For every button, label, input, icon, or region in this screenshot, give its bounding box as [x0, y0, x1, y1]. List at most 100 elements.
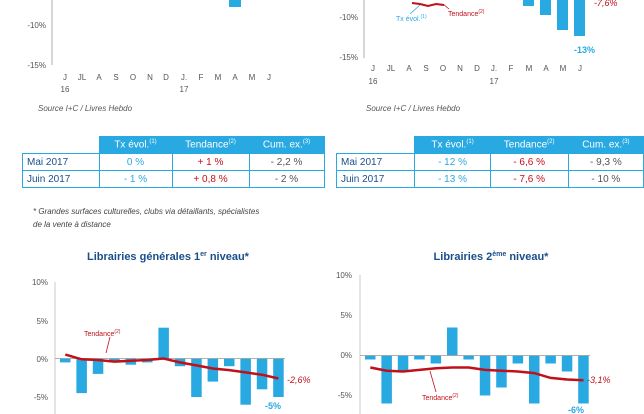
top-right-trend-line [411, 2, 445, 8]
bottom-left-chart-title: Librairies générales 1er niveau* [87, 251, 250, 263]
chart-bar [397, 355, 409, 372]
top-right-month-7: D [474, 64, 480, 73]
table-header-tx: Tx évol.(1) [98, 136, 173, 154]
top-right-legend-leader-red [442, 3, 450, 10]
cell-tx: - 1 % [98, 170, 173, 188]
bottom-right-chart: Librairies 2ème niveau* 10% 5% 0% -5% Te… [336, 251, 611, 414]
chart-bar [207, 358, 219, 382]
bottom-left-legend-tendance: Tendance(2) [84, 329, 121, 338]
top-right-month-5: O [440, 64, 446, 73]
table-header-cum: Cum. ex.(3) [248, 136, 325, 154]
table-row: Mai 2017 - 12 % - 6,6 % - 9,3 % [335, 153, 644, 171]
chart-bar [447, 327, 458, 356]
top-right-bar-1 [523, 0, 534, 6]
top-right-month-8: J. [491, 64, 497, 73]
top-left-month-2: JL [78, 73, 87, 82]
top-right-month-11: A [543, 64, 549, 73]
bottom-right-ytick-4: -5% [338, 391, 352, 400]
chart-bar [191, 358, 202, 397]
table-header-tendance: Tendance(2) [171, 136, 250, 154]
chart-bar [463, 355, 474, 360]
cell-cum: - 9,3 % [567, 153, 644, 171]
table-corner [23, 137, 100, 154]
chart-bar [365, 355, 376, 360]
bottom-right-trend-line [370, 366, 584, 382]
top-right-month-6: N [457, 64, 463, 73]
bottom-right-legend-leader [429, 370, 437, 393]
top-right-month-2: JL [387, 64, 396, 73]
chart-bar [529, 355, 540, 404]
top-right-legend-tx: Tx évol.(1) [396, 14, 427, 23]
chart-bar [158, 327, 169, 359]
top-left-bar [229, 0, 241, 7]
top-left-month-6: N [147, 73, 153, 82]
top-left-month-9: F [199, 73, 204, 82]
top-left-month-4: S [113, 73, 118, 82]
bottom-left-ytick-3: 0% [36, 355, 48, 364]
bottom-left-ytick-1: 10% [32, 278, 48, 287]
top-right-source: Source I+C / Livres Hebdo [366, 104, 461, 113]
bottom-right-tendance-value: -3,1% [587, 375, 611, 385]
top-left-year-b: 17 [180, 85, 189, 94]
cell-tx: 0 % [98, 153, 173, 171]
top-right-last-value: -13% [574, 45, 595, 55]
stats-table-left: Tx évol.(1) Tendance(2) Cum. ex.(3) Mai … [22, 136, 325, 188]
bottom-right-ytick-1: 10% [336, 271, 352, 280]
chart-bar [224, 358, 235, 367]
cell-tx: - 12 % [414, 153, 491, 171]
bottom-left-ytick-2: 5% [36, 317, 48, 326]
bottom-left-chart: Librairies générales 1er niveau* 10% 5% … [32, 251, 311, 414]
top-right-bar-2 [540, 0, 551, 15]
table-row: Juin 2017 - 13 % - 7,6 % - 10 % [335, 170, 644, 188]
top-right-month-9: F [509, 64, 514, 73]
bottom-left-bars [60, 327, 284, 405]
bottom-left-tendance-value: -2,6% [287, 375, 311, 385]
top-left-chart: -10% -15% J JL A S O N D J. F M A M J 16… [27, 0, 271, 113]
top-right-legend-tendance: Tendance(2) [448, 9, 485, 18]
chart-bar [545, 355, 556, 364]
top-left-month-7: D [163, 73, 169, 82]
bottom-right-chart-title: Librairies 2ème niveau* [434, 251, 550, 263]
bottom-left-ytick-4: -5% [34, 393, 48, 402]
cell-tendance: + 0,8 % [171, 170, 250, 188]
top-left-month-1: J [63, 73, 67, 82]
top-right-legend-leader-blue [409, 4, 421, 15]
bottom-right-bars [365, 327, 589, 404]
chart-bar [430, 355, 442, 364]
table-corner [337, 137, 415, 154]
bottom-left-last-value: -5% [265, 401, 281, 411]
top-left-source: Source I+C / Livres Hebdo [38, 104, 133, 113]
top-right-year-b: 17 [490, 77, 499, 86]
top-right-month-12: M [560, 64, 567, 73]
bottom-right-last-value: -6% [568, 405, 584, 414]
top-right-tendance-value: -7,6% [594, 0, 618, 8]
table-row: Juin 2017 - 1 % + 0,8 % - 2 % [22, 170, 325, 188]
bottom-left-trend-line [64, 353, 279, 380]
top-right-ytick-2: -15% [339, 53, 358, 62]
cell-tx: - 13 % [414, 170, 491, 188]
top-left-month-11: A [232, 73, 238, 82]
chart-bar [76, 358, 87, 394]
chart-bar [240, 358, 251, 405]
top-right-bar-4 [574, 0, 585, 36]
row-label: Juin 2017 [22, 170, 100, 188]
chart-bar [512, 355, 524, 364]
top-right-month-1: J [371, 64, 375, 73]
top-left-ytick-2: -15% [27, 61, 46, 70]
chart-bar [414, 355, 425, 360]
footnote-line-1: * Grandes surfaces culturelles, clubs vi… [33, 207, 259, 216]
stats-table-right: Tx évol.(1) Tendance(2) Cum. ex.(3) Mai … [335, 136, 644, 188]
top-right-month-10: M [526, 64, 533, 73]
chart-bar [60, 358, 71, 363]
bottom-left-legend-leader [105, 336, 111, 354]
top-left-month-8: J. [181, 73, 187, 82]
top-left-month-3: A [96, 73, 102, 82]
row-label: Mai 2017 [335, 153, 416, 171]
footnote-line-2: de la vente à distance [33, 220, 111, 229]
top-left-month-12: M [249, 73, 256, 82]
top-right-chart: -10% -15% Tx évol.(1) Tendance(2) -13% -… [339, 0, 618, 113]
row-label: Juin 2017 [335, 170, 416, 188]
cell-tendance: - 7,6 % [489, 170, 569, 188]
top-left-year-a: 16 [61, 85, 70, 94]
